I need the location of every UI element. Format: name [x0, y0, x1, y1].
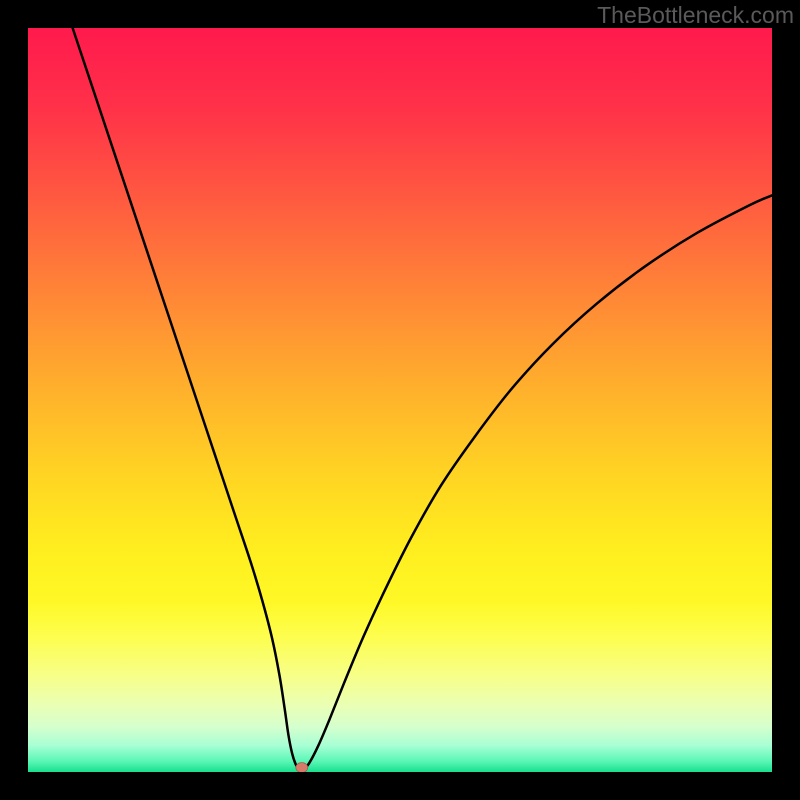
- watermark-text: TheBottleneck.com: [597, 2, 794, 29]
- chart-container: TheBottleneck.com: [0, 0, 800, 800]
- plot-area: [28, 28, 772, 772]
